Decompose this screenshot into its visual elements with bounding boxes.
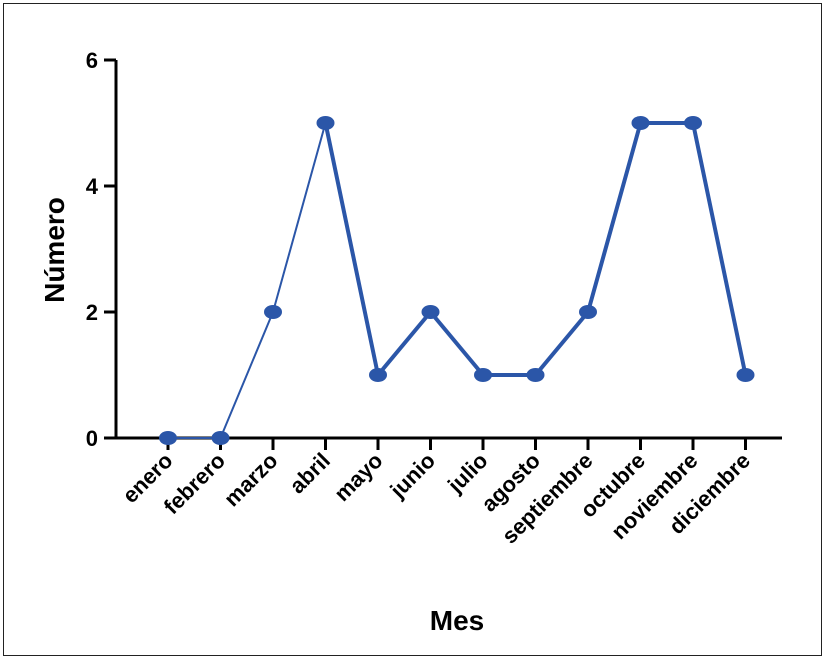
series-line-segment <box>272 122 327 313</box>
x-tick-label: junio <box>384 448 440 504</box>
data-point <box>631 116 650 130</box>
y-ticks: 0 2 4 6 <box>86 48 116 451</box>
data-point <box>369 368 387 382</box>
x-tick-label: mayo <box>329 448 387 506</box>
data-point <box>474 368 492 382</box>
series-group <box>159 116 755 445</box>
series-line-segment <box>533 310 590 377</box>
data-point <box>316 116 335 130</box>
series-line-segment <box>376 310 433 377</box>
y-axis-title: Número <box>39 197 70 303</box>
series-line-segment <box>691 121 748 377</box>
series-line-segment <box>323 121 380 377</box>
data-point <box>684 116 702 130</box>
chart-frame <box>3 3 822 656</box>
data-point <box>421 305 440 319</box>
data-point <box>211 431 230 445</box>
x-tick-label: abril <box>284 448 335 499</box>
series-line-segment <box>219 311 274 439</box>
y-tick-label: 6 <box>86 48 98 73</box>
series-line-segment <box>428 310 485 377</box>
x-axis-title: Mes <box>430 605 484 636</box>
data-point <box>736 368 755 382</box>
y-tick-label: 0 <box>86 426 98 451</box>
y-tick-label: 2 <box>86 300 98 325</box>
data-point <box>526 368 545 382</box>
series-line-segment <box>586 121 643 314</box>
data-point <box>159 431 177 445</box>
data-point <box>264 305 282 319</box>
x-tick-label: marzo <box>219 448 282 511</box>
axes <box>114 60 782 440</box>
data-point <box>579 305 597 319</box>
y-tick-label: 4 <box>86 174 99 199</box>
